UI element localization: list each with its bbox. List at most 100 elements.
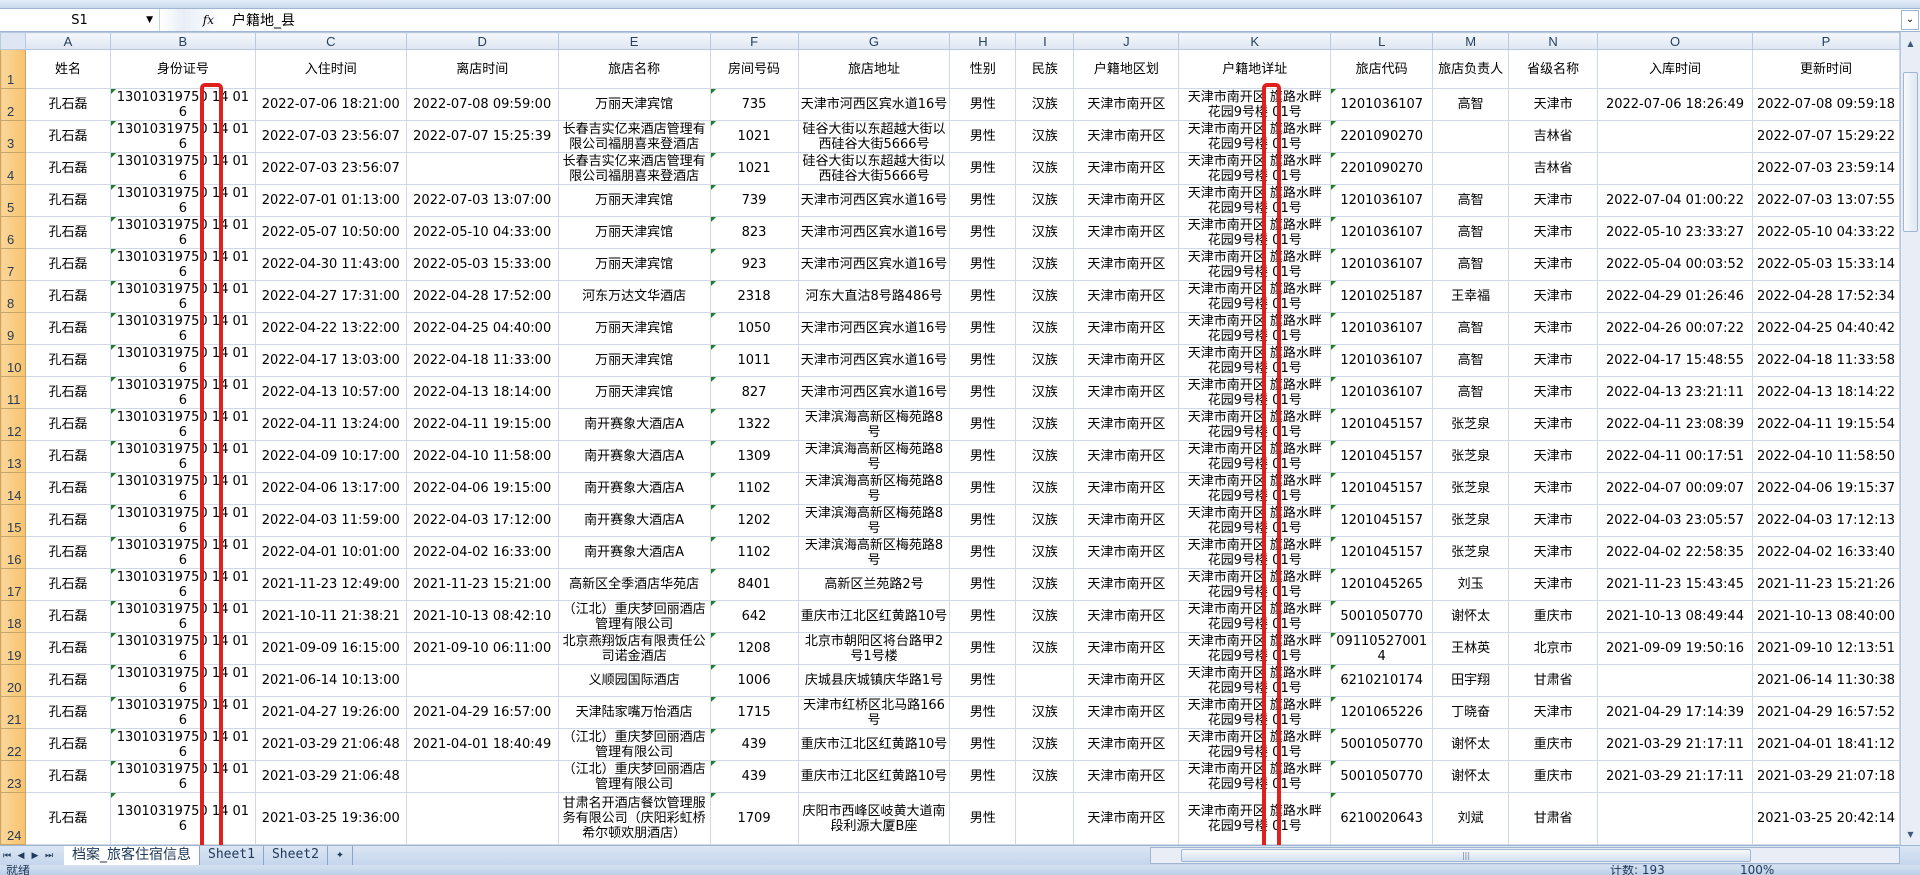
row-header[interactable]: 6: [0, 216, 26, 249]
cell-E[interactable]: 南开赛象大酒店A: [557, 472, 711, 505]
cell-F[interactable]: 923: [709, 248, 799, 281]
cell-H[interactable]: [949, 844, 1017, 845]
row-header[interactable]: 12: [0, 408, 26, 441]
cell-I[interactable]: 汉族: [1015, 120, 1075, 153]
cell-E[interactable]: （江北）重庆梦回丽酒店管理有限公司: [557, 728, 711, 761]
cell-L[interactable]: 1201045157: [1330, 504, 1434, 537]
cell-I[interactable]: 汉族: [1015, 280, 1075, 313]
header-cell[interactable]: 姓名: [24, 49, 111, 89]
cell-F[interactable]: 1322: [709, 408, 799, 441]
header-cell[interactable]: 旅店名称: [557, 49, 711, 89]
cell-N[interactable]: 天津市: [1508, 280, 1599, 313]
horizontal-scroll-thumb[interactable]: |||: [1181, 849, 1751, 862]
cell-D[interactable]: [405, 152, 559, 185]
cell-M[interactable]: 谢怀太: [1432, 600, 1510, 633]
column-header-A[interactable]: A: [24, 32, 111, 50]
cell-H[interactable]: 男性: [949, 88, 1017, 121]
cell-J[interactable]: 天津市南开区: [1073, 248, 1180, 281]
cell-D[interactable]: 2022-04-10 11:58:00: [405, 440, 559, 473]
cell-C[interactable]: 2022-04-03 11:59:00: [254, 504, 407, 537]
cell-D[interactable]: 2022-04-02 16:33:00: [405, 536, 559, 569]
cell-B[interactable]: 13010319750 14 016: [109, 184, 256, 217]
cell-A[interactable]: 孔石磊: [24, 184, 111, 217]
next-sheet-icon[interactable]: ▶: [31, 850, 39, 861]
column-header-H[interactable]: H: [949, 32, 1017, 50]
cell-I[interactable]: 汉族: [1015, 152, 1075, 185]
cell-J[interactable]: 天津市南开区: [1073, 792, 1180, 845]
cell-D[interactable]: 2022-04-28 17:52:00: [405, 280, 559, 313]
cell-O[interactable]: 2022-04-03 23:05:57: [1597, 504, 1753, 537]
chevron-down-icon[interactable]: ▼: [146, 15, 153, 25]
cell-N[interactable]: 北京市: [1508, 632, 1599, 665]
cell-E[interactable]: （江北）重庆梦回丽酒店管理有限公司: [557, 760, 711, 793]
vertical-scroll-thumb[interactable]: [1903, 72, 1918, 232]
cell-F[interactable]: [709, 844, 799, 845]
cell-J[interactable]: 天津市南开区: [1073, 120, 1180, 153]
header-cell[interactable]: 房间号码: [709, 49, 799, 89]
cell-C[interactable]: 2021-10-11 21:38:21: [254, 600, 407, 633]
cell-N[interactable]: 重庆市: [1508, 728, 1599, 761]
cell-C[interactable]: 2021-03-29 21:06:48: [254, 760, 407, 793]
cell-B[interactable]: 13010319750 14 016: [109, 88, 256, 121]
cell-I[interactable]: 汉族: [1015, 728, 1075, 761]
cell-A[interactable]: 孔石磊: [24, 408, 111, 441]
cell-A[interactable]: 孔石磊: [24, 536, 111, 569]
cell-H[interactable]: 男性: [949, 696, 1017, 729]
cell-M[interactable]: 高智: [1432, 376, 1510, 409]
cell-I[interactable]: [1015, 664, 1075, 697]
cell-I[interactable]: [1015, 792, 1075, 845]
cell-O[interactable]: [1597, 664, 1753, 697]
cell-L[interactable]: 5001050770: [1330, 600, 1434, 633]
cell-M[interactable]: 丁晓奋: [1432, 696, 1510, 729]
cell-D[interactable]: 2021-04-01 18:40:49: [405, 728, 559, 761]
cell-N[interactable]: 天津市: [1508, 344, 1599, 377]
header-cell[interactable]: 户籍地区划: [1073, 49, 1180, 89]
cell-L[interactable]: 5001050770: [1330, 760, 1434, 793]
cell-B[interactable]: 13010319750 14 016: [109, 760, 256, 793]
cell-I[interactable]: 汉族: [1015, 536, 1075, 569]
cell-D[interactable]: 2021-09-10 06:11:00: [405, 632, 559, 665]
cell-M[interactable]: 刘斌: [1432, 792, 1510, 845]
cell-P[interactable]: 2022-04-28 17:52:34: [1751, 280, 1900, 313]
row-header[interactable]: 1: [0, 49, 26, 89]
cell-A[interactable]: 孔石磊: [24, 152, 111, 185]
cell-O[interactable]: 2021-09-09 19:50:16: [1597, 632, 1753, 665]
cell-E[interactable]: 万丽天津宾馆: [557, 184, 711, 217]
cell-D[interactable]: 2022-04-06 19:15:00: [405, 472, 559, 505]
cell-H[interactable]: 男性: [949, 376, 1017, 409]
cell-A[interactable]: 孔石磊: [24, 248, 111, 281]
cell-A[interactable]: 孔石磊: [24, 728, 111, 761]
cell-B[interactable]: 13010319750 14 016: [109, 120, 256, 153]
cell-E[interactable]: [557, 844, 711, 845]
cell-B[interactable]: 13010319750 14 016: [109, 728, 256, 761]
cell-J[interactable]: 天津市南开区: [1073, 664, 1180, 697]
cell-E[interactable]: （江北）重庆梦回丽酒店管理有限公司: [557, 600, 711, 633]
cell-J[interactable]: 天津市南开区: [1073, 632, 1180, 665]
cell-L[interactable]: 5001050770: [1330, 728, 1434, 761]
cell-E[interactable]: 万丽天津宾馆: [557, 344, 711, 377]
cell-G[interactable]: 天津市河西区宾水道16号: [797, 184, 951, 217]
cell-J[interactable]: 天津市南开区: [1073, 184, 1180, 217]
cell-D[interactable]: 2022-04-25 04:40:00: [405, 312, 559, 345]
cell-L[interactable]: 1201025187: [1330, 280, 1434, 313]
cell-A[interactable]: 孔石磊: [24, 88, 111, 121]
cell-J[interactable]: 天津市南开区: [1073, 376, 1180, 409]
cell-N[interactable]: 天津市: [1508, 472, 1599, 505]
header-cell[interactable]: 离店时间: [405, 49, 559, 89]
cell-B[interactable]: 13010319750 14 016: [109, 152, 256, 185]
cell-L[interactable]: 6210210174: [1330, 664, 1434, 697]
cell-B[interactable]: 13010319750 14 016: [109, 792, 256, 845]
cell-F[interactable]: 1715: [709, 696, 799, 729]
row-header[interactable]: 15: [0, 504, 26, 537]
row-header[interactable]: 7: [0, 248, 26, 281]
cell-C[interactable]: 2022-04-01 10:01:00: [254, 536, 407, 569]
row-header[interactable]: 22: [0, 728, 26, 761]
cell-H[interactable]: 男性: [949, 120, 1017, 153]
cell-C[interactable]: 2022-04-09 10:17:00: [254, 440, 407, 473]
cell-E[interactable]: 甘肃名开酒店餐饮管理服务有限公司（庆阳彩虹桥希尔顿欢朋酒店）: [557, 792, 711, 845]
column-header-B[interactable]: B: [109, 32, 256, 50]
cell-L[interactable]: 1201045265: [1330, 568, 1434, 601]
cell-G[interactable]: 天津滨海高新区梅苑路8号: [797, 440, 951, 473]
cell-D[interactable]: 2022-07-03 13:07:00: [405, 184, 559, 217]
cell-P[interactable]: 2021-09-10 12:13:51: [1751, 632, 1900, 665]
